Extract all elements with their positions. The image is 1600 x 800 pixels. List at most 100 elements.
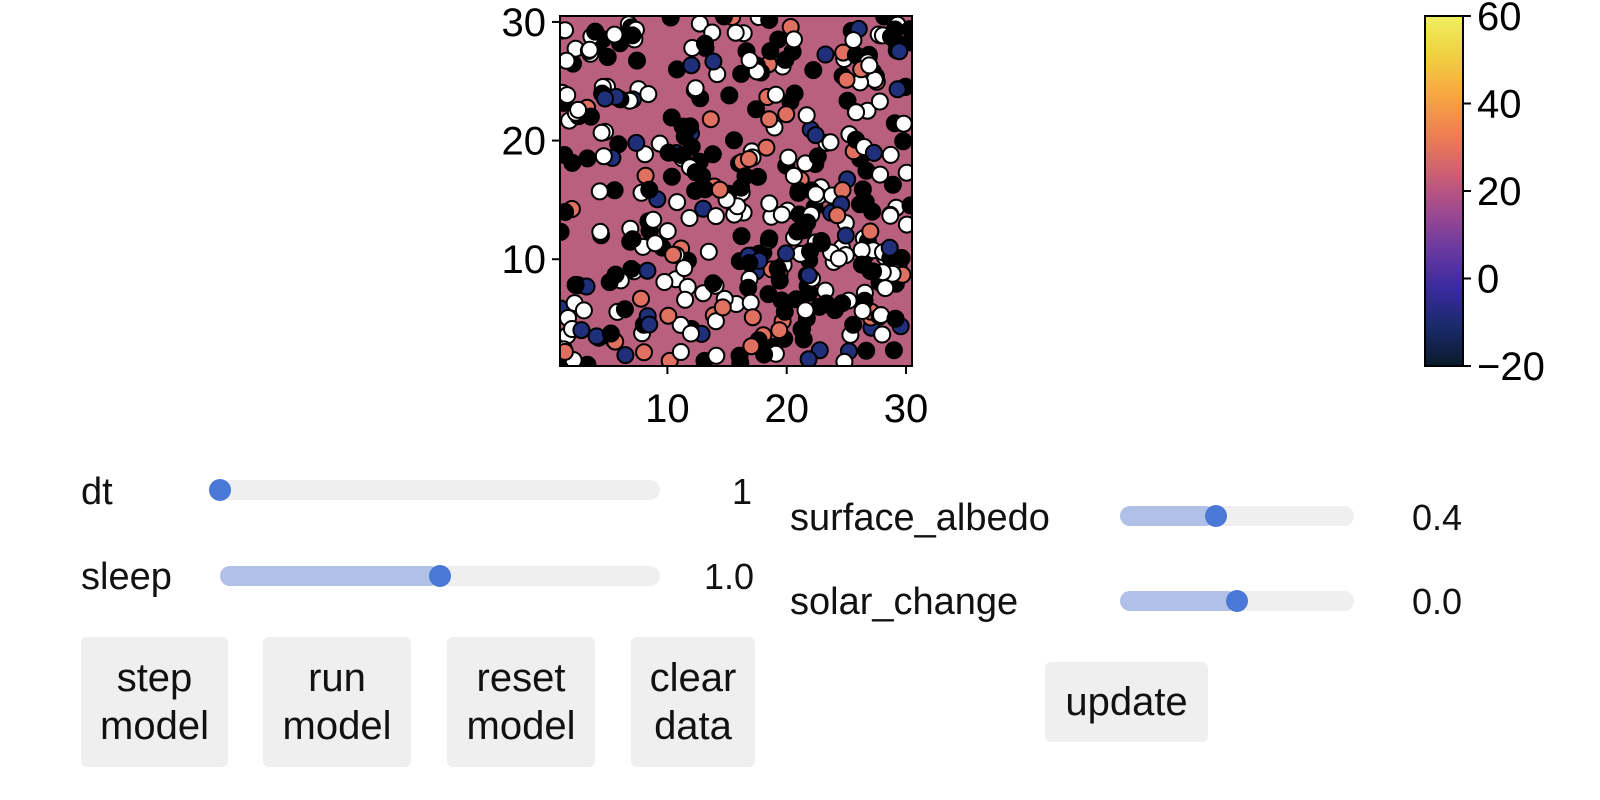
daisy-marker bbox=[710, 180, 729, 199]
reset-model-button[interactable]: reset model bbox=[447, 637, 595, 767]
reset-model-label-2: model bbox=[466, 704, 576, 748]
daisy-marker bbox=[707, 346, 726, 365]
daisy-marker bbox=[563, 153, 582, 172]
clear-data-button[interactable]: clear data bbox=[631, 637, 755, 767]
y-tick-label: 10 bbox=[502, 238, 547, 282]
solar-change-slider[interactable] bbox=[1120, 590, 1354, 612]
daisy-marker bbox=[740, 254, 759, 272]
daisy-marker bbox=[852, 255, 871, 274]
daisy-marker bbox=[606, 265, 625, 284]
x-tick-label: 20 bbox=[764, 387, 809, 431]
daisy-marker bbox=[760, 229, 779, 248]
colorbar: 60 40 20 0 −20 bbox=[1424, 0, 1545, 389]
daisy-marker bbox=[655, 273, 674, 291]
sleep-value: 1.0 bbox=[703, 556, 754, 597]
daisy-marker bbox=[836, 226, 855, 245]
daisy-marker bbox=[696, 180, 715, 199]
daisy-marker bbox=[894, 132, 912, 151]
daisy-grid bbox=[560, 16, 912, 366]
daisy-marker bbox=[897, 215, 912, 234]
daisy-marker bbox=[594, 147, 613, 166]
solar-change-slider-fill bbox=[1120, 591, 1237, 611]
daisy-marker bbox=[622, 260, 641, 278]
daisy-marker bbox=[884, 341, 903, 360]
solar-change-slider-handle[interactable] bbox=[1226, 590, 1248, 612]
daisy-marker bbox=[799, 266, 818, 285]
daisy-marker bbox=[806, 185, 825, 204]
daisy-marker bbox=[704, 274, 723, 293]
daisy-marker bbox=[768, 259, 787, 278]
colorbar-tick-label: 0 bbox=[1477, 258, 1499, 302]
daisy-marker bbox=[757, 138, 776, 157]
daisy-marker bbox=[686, 79, 705, 98]
daisy-marker bbox=[578, 149, 597, 168]
daisy-marker bbox=[784, 30, 803, 49]
sleep-slider-fill bbox=[220, 566, 440, 586]
daisy-marker bbox=[569, 100, 588, 119]
daisy-marker bbox=[659, 306, 678, 325]
daisy-marker bbox=[779, 148, 798, 167]
daisy-marker bbox=[847, 103, 866, 122]
run-model-label-2: model bbox=[282, 704, 392, 748]
surface-albedo-label: surface_albedo bbox=[790, 497, 1050, 539]
surface-albedo-value: 0.4 bbox=[1411, 497, 1462, 538]
daisy-marker bbox=[640, 180, 659, 199]
daisy-marker bbox=[766, 85, 785, 104]
daisy-marker bbox=[676, 290, 695, 309]
step-model-button[interactable]: step model bbox=[81, 637, 228, 767]
daisy-marker bbox=[638, 261, 657, 280]
daisy-marker bbox=[668, 193, 687, 212]
daisy-marker bbox=[897, 163, 912, 182]
dt-slider-handle[interactable] bbox=[209, 479, 231, 501]
daisy-marker bbox=[760, 16, 779, 29]
daisy-marker bbox=[664, 245, 683, 264]
daisy-marker bbox=[741, 293, 760, 312]
surface-albedo-slider-fill bbox=[1120, 506, 1216, 526]
surface-albedo-slider-handle[interactable] bbox=[1204, 505, 1227, 527]
daisy-marker bbox=[736, 167, 755, 186]
surface-albedo-slider[interactable] bbox=[1120, 505, 1354, 527]
sleep-slider[interactable] bbox=[220, 565, 660, 587]
dt-slider[interactable] bbox=[209, 479, 660, 501]
daisy-marker bbox=[632, 289, 650, 308]
daisy-marker bbox=[772, 205, 791, 224]
update-button[interactable]: update bbox=[1045, 662, 1208, 742]
daisy-marker bbox=[675, 259, 694, 278]
daisy-marker bbox=[713, 298, 732, 317]
daisy-marker bbox=[798, 213, 817, 232]
daisy-marker bbox=[861, 222, 880, 241]
daisy-marker bbox=[704, 52, 723, 71]
daisy-marker bbox=[572, 321, 591, 340]
daisy-marker bbox=[725, 131, 743, 150]
y-tick-label: 30 bbox=[502, 1, 547, 45]
daisy-marker bbox=[789, 183, 808, 202]
daisy-marker bbox=[686, 163, 705, 182]
daisy-marker bbox=[680, 209, 699, 227]
daisy-marker bbox=[706, 312, 725, 331]
daisy-marker bbox=[816, 45, 835, 64]
daisy-marker bbox=[646, 234, 665, 253]
y-tick-label: 20 bbox=[502, 120, 547, 164]
sleep-slider-handle[interactable] bbox=[429, 565, 451, 587]
daisy-marker bbox=[742, 337, 761, 356]
daisy-marker bbox=[799, 350, 818, 366]
daisy-marker bbox=[837, 70, 856, 89]
daisy-marker bbox=[690, 16, 709, 33]
daisy-marker bbox=[901, 20, 912, 39]
run-model-label-1: run bbox=[308, 656, 366, 700]
colorbar-tick-label: 40 bbox=[1477, 83, 1522, 127]
daisy-marker bbox=[662, 167, 681, 186]
daisy-marker bbox=[623, 26, 642, 45]
daisy-marker bbox=[894, 114, 912, 133]
daisy-marker bbox=[659, 143, 678, 162]
daisy-marker bbox=[566, 275, 585, 294]
daisy-marker bbox=[560, 203, 575, 221]
daisy-marker bbox=[635, 343, 653, 362]
daisy-marker bbox=[797, 106, 816, 125]
daisy-marker bbox=[812, 232, 831, 250]
colorbar-tick-label: 20 bbox=[1477, 170, 1522, 214]
reset-model-label-1: reset bbox=[476, 656, 566, 700]
daisy-marker bbox=[644, 210, 663, 229]
daisy-marker bbox=[873, 325, 892, 344]
run-model-button[interactable]: run model bbox=[263, 637, 411, 767]
